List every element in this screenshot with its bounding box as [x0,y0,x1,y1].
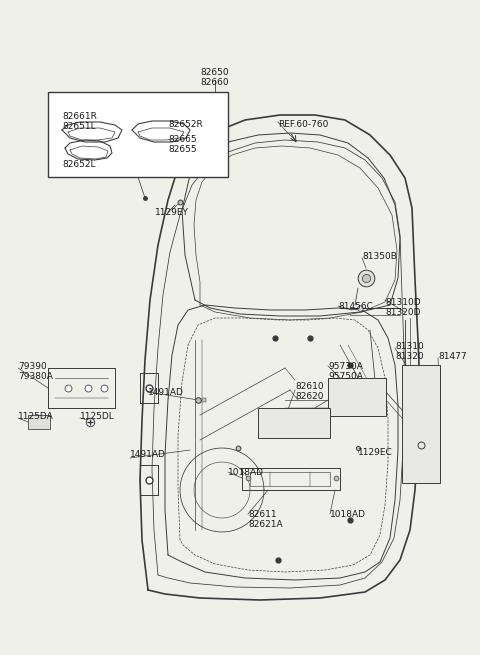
Text: 1018AD: 1018AD [330,510,366,519]
Text: 82652L: 82652L [62,160,96,169]
Bar [328,378,386,416]
Text: 82661R
82651L: 82661R 82651L [62,112,97,132]
Bar [258,408,330,438]
Text: 82611
82621A: 82611 82621A [248,510,283,529]
Text: 1129EC: 1129EC [358,448,393,457]
Text: 79390
79380A: 79390 79380A [18,362,53,381]
Text: 81310D
81320D: 81310D 81320D [385,298,420,318]
Text: 1125DA: 1125DA [18,412,54,421]
Text: 1129EY: 1129EY [155,208,189,217]
Bar [28,415,50,429]
Text: 81477: 81477 [438,352,467,361]
Bar [48,92,228,177]
Text: 81456C: 81456C [338,302,373,311]
Text: 95730A
95750A: 95730A 95750A [328,362,363,381]
Text: 82665
82655: 82665 82655 [168,135,197,155]
Text: 1125DL: 1125DL [80,412,115,421]
Text: 1018AD: 1018AD [228,468,264,477]
Text: REF.60-760: REF.60-760 [278,120,328,129]
Text: 82610
82620: 82610 82620 [295,382,324,402]
Text: 1491AD: 1491AD [130,450,166,459]
Bar [402,365,440,483]
Text: 82650
82660: 82650 82660 [201,68,229,87]
Text: 81350B: 81350B [362,252,397,261]
Text: 81310
81320: 81310 81320 [395,342,424,362]
Text: 82652R: 82652R [168,120,203,129]
Text: 1491AD: 1491AD [148,388,184,397]
